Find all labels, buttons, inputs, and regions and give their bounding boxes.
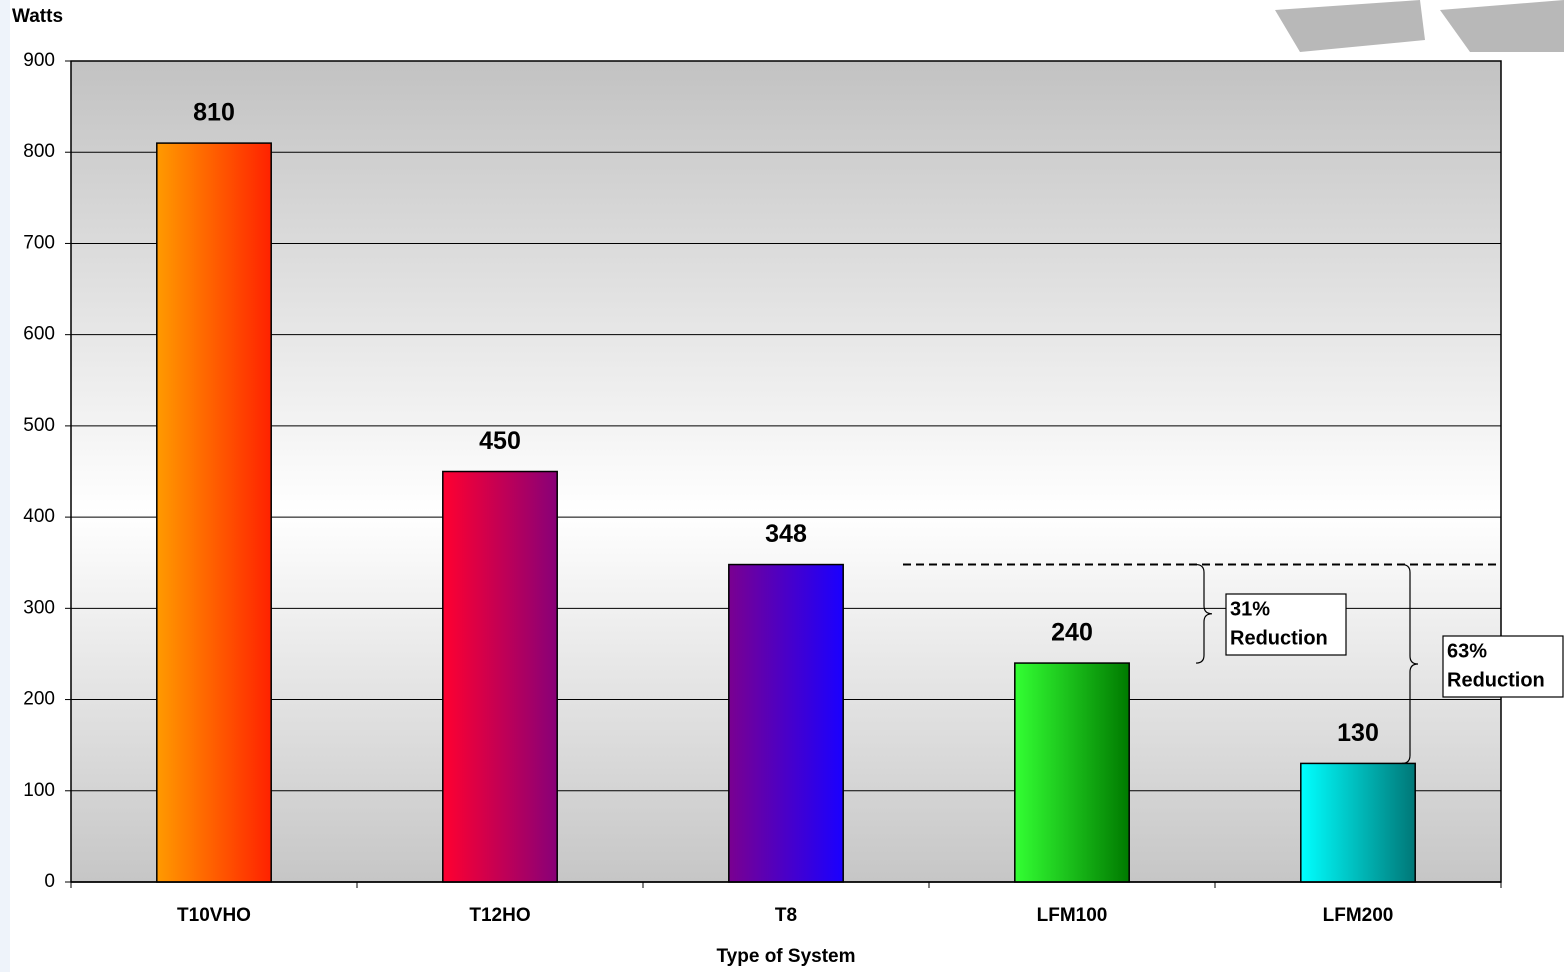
x-tick-label: T10VHO — [177, 905, 251, 926]
x-tick-label: LFM100 — [1037, 905, 1108, 926]
y-tick-label: 700 — [23, 232, 55, 253]
y-tick-label: 600 — [23, 324, 55, 345]
annotation-box — [1225, 593, 1347, 656]
annotation: Reduction — [1447, 669, 1545, 691]
brace — [1401, 563, 1419, 765]
x-tick-label: T12HO — [469, 905, 530, 926]
annotation: Reduction — [1230, 627, 1328, 649]
value-label: 348 — [765, 520, 807, 548]
y-tick-label: 900 — [23, 50, 55, 71]
bar — [156, 142, 272, 883]
value-label: 130 — [1337, 719, 1379, 747]
value-label: 240 — [1051, 619, 1093, 647]
y-tick-label: 200 — [23, 689, 55, 710]
y-tick-label: 100 — [23, 780, 55, 801]
y-tick-label: 500 — [23, 415, 55, 436]
value-label: 450 — [479, 427, 521, 455]
x-axis-title: Type of System — [716, 946, 855, 967]
annotation: 31% — [1230, 598, 1270, 620]
annotation: 63% — [1447, 640, 1487, 662]
bar — [728, 563, 844, 883]
product-photo — [1275, 0, 1564, 52]
edge — [0, 0, 10, 972]
x-tick-label: LFM200 — [1323, 905, 1394, 926]
bar — [1014, 662, 1130, 883]
y-tick-label: 0 — [44, 871, 55, 892]
y-tick-label: 400 — [23, 506, 55, 527]
bar — [1300, 762, 1416, 883]
value-label: 810 — [193, 99, 235, 127]
brace — [1195, 563, 1213, 664]
annotation-box — [1442, 635, 1564, 698]
x-tick-label: T8 — [775, 905, 797, 926]
y-tick-label: 300 — [23, 597, 55, 618]
y-axis-title: Watts — [12, 6, 63, 27]
bar — [442, 470, 558, 883]
y-tick-label: 800 — [23, 141, 55, 162]
